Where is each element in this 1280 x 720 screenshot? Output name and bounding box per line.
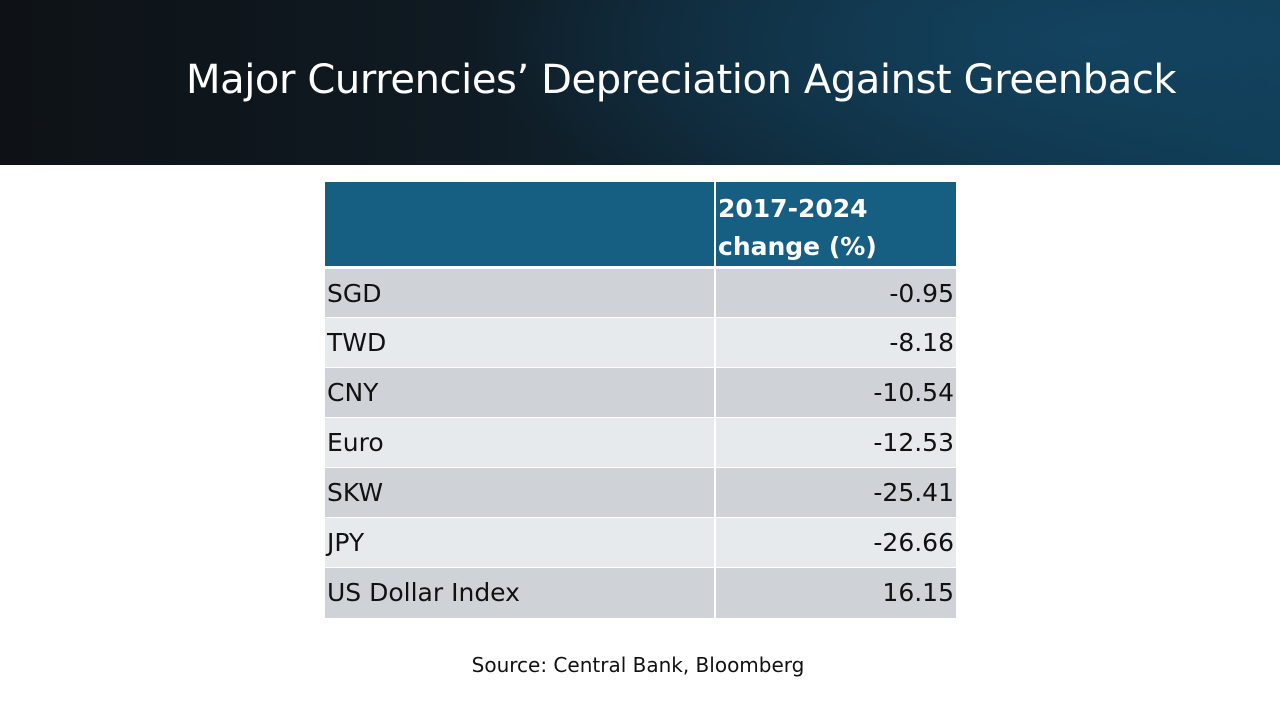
table-row: TWD -8.18: [325, 317, 956, 368]
table-row: SKW -25.41: [325, 467, 956, 518]
currency-label: SKW: [325, 467, 715, 518]
change-value: -0.95: [714, 267, 956, 318]
currency-label: Euro: [325, 417, 715, 468]
table-row: SGD -0.95: [325, 267, 956, 318]
currency-label: TWD: [325, 317, 715, 368]
change-value: -12.53: [714, 417, 956, 468]
title-band: Major Currencies’ Depreciation Against G…: [0, 0, 1280, 165]
change-value: -26.66: [714, 517, 956, 568]
slide-title: Major Currencies’ Depreciation Against G…: [186, 57, 1177, 103]
currency-label: JPY: [325, 517, 715, 568]
table-row: JPY -26.66: [325, 517, 956, 568]
currency-label: SGD: [325, 267, 715, 318]
currency-change-table: 2017-2024 change (%) SGD -0.95 TWD -8.18…: [325, 182, 956, 618]
change-value: -10.54: [714, 367, 956, 418]
currency-table-container: 2017-2024 change (%) SGD -0.95 TWD -8.18…: [325, 182, 956, 618]
table-row: US Dollar Index 16.15: [325, 567, 956, 618]
change-value: -8.18: [714, 317, 956, 368]
change-value: 16.15: [714, 567, 956, 618]
header-change-cell: 2017-2024 change (%): [714, 182, 956, 269]
header-label-cell: [325, 182, 715, 269]
change-value: -25.41: [714, 467, 956, 518]
table-row: CNY -10.54: [325, 367, 956, 418]
currency-label: US Dollar Index: [325, 567, 715, 618]
table-row: Euro -12.53: [325, 417, 956, 468]
source-note: Source: Central Bank, Bloomberg: [471, 653, 805, 677]
currency-label: CNY: [325, 367, 715, 418]
table-header-row: 2017-2024 change (%): [325, 182, 956, 269]
